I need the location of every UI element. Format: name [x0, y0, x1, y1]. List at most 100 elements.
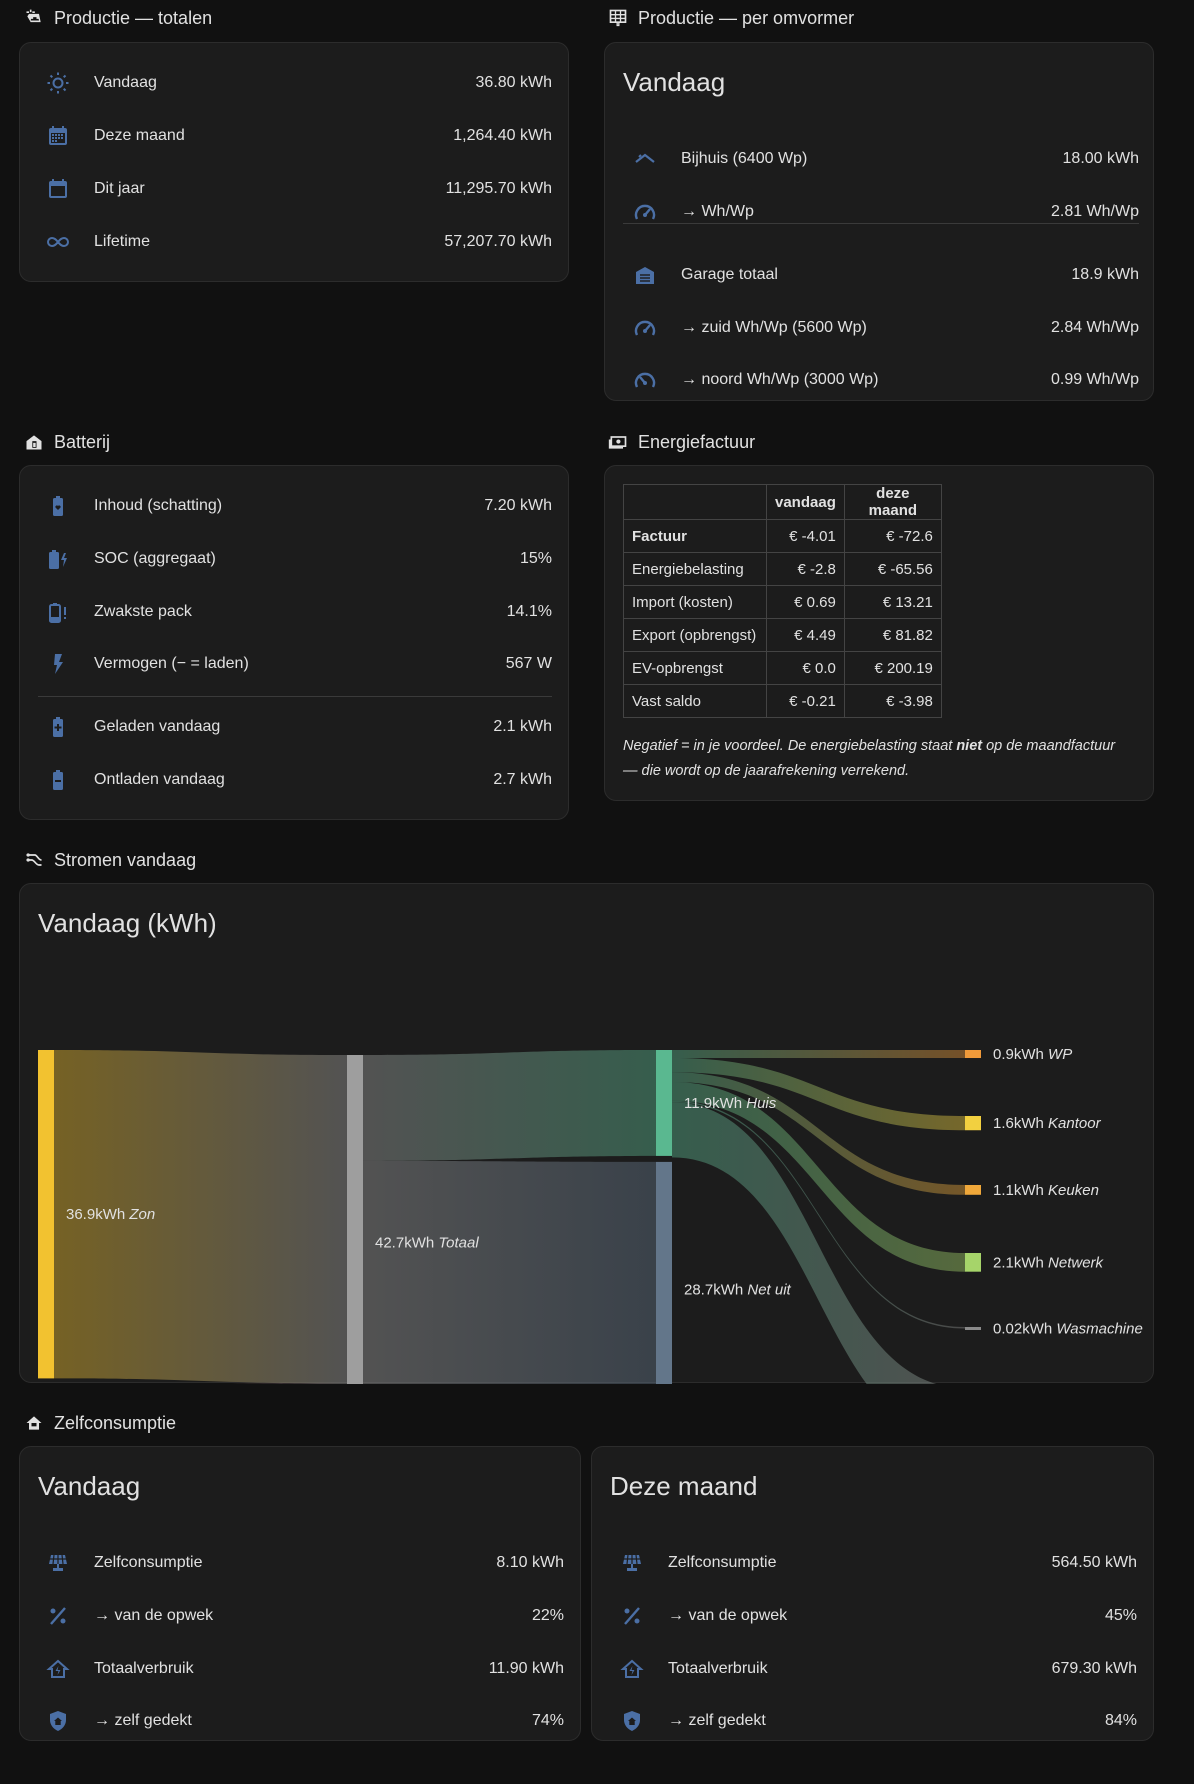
- row-vandaag[interactable]: Vandaag 36.80 kWh: [46, 63, 552, 103]
- row-dit-jaar[interactable]: Dit jaar 11,295.70 kWh: [46, 169, 552, 209]
- sankey-node-netwerk[interactable]: [965, 1253, 981, 1272]
- card-zelfconsumptie-maand: Deze maand Zelfconsumptie 564.50 kWh → v…: [591, 1446, 1154, 1741]
- sankey-node-totaal[interactable]: [347, 1055, 363, 1384]
- row-totaalverbruik[interactable]: Totaalverbruik 11.90 kWh: [46, 1649, 564, 1689]
- row-geladen-vandaag[interactable]: Geladen vandaag 2.1 kWh: [46, 707, 552, 747]
- row-label: Totaalverbruik: [668, 1660, 768, 1677]
- row-value: 36.80 kWh: [475, 74, 552, 91]
- shield-home-icon: [620, 1709, 644, 1733]
- table-cell-maand: € -72.6: [843, 519, 942, 553]
- sankey-chart: 36.9kWh Zon2.7kWh Accu uit3.1kWh Net in4…: [38, 1046, 1143, 1384]
- sankey-label-wasmachine: 0.02kWh Wasmachine: [993, 1321, 1143, 1338]
- gauge-icon: [633, 200, 657, 224]
- row-totaalverbruik[interactable]: Totaalverbruik 679.30 kWh: [620, 1649, 1137, 1689]
- table-header: [623, 484, 767, 520]
- card-energiefactuur: vandaag deze maand Factuur € -4.01 € -72…: [604, 465, 1154, 801]
- sankey-link-huis-keuken: [672, 1072, 965, 1195]
- sankey-node-keuken[interactable]: [965, 1185, 981, 1195]
- section-title-label: Productie — totalen: [54, 7, 213, 28]
- row-value: 11,295.70 kWh: [445, 180, 552, 197]
- gauge-low-icon: [633, 368, 657, 392]
- row-label: → zelf gedekt: [94, 1712, 192, 1729]
- row-value: 2.7 kWh: [493, 771, 552, 788]
- row-label: Totaalverbruik: [94, 1660, 194, 1677]
- divider: [623, 223, 1139, 224]
- card-heading: Vandaag: [623, 67, 726, 97]
- sun-icon: [46, 71, 70, 95]
- row-zuid-wh-wp[interactable]: → zuid Wh/Wp (5600 Wp) 2.84 Wh/Wp: [633, 308, 1139, 348]
- row-value: 564.50 kWh: [1051, 1554, 1137, 1571]
- flow-icon: [26, 853, 42, 866]
- solar-panel-large-icon: [46, 1551, 70, 1575]
- row-van-de-opwek[interactable]: → van de opwek 22%: [46, 1596, 564, 1636]
- row-zelf-gedekt[interactable]: → zelf gedekt 74%: [46, 1701, 564, 1741]
- row-value: 679.30 kWh: [1051, 1660, 1137, 1677]
- row-label: → van de opwek: [668, 1607, 788, 1624]
- sankey-link-huis-kantoor: [672, 1058, 965, 1131]
- sankey-link-huis-wasmachine: [672, 1100, 965, 1329]
- table-cell-maand: € 81.82: [843, 618, 942, 652]
- row-inhoud[interactable]: Inhoud (schatting) 7.20 kWh: [46, 486, 552, 526]
- sankey-label-keuken: 1.1kWh Keuken: [993, 1182, 1099, 1199]
- section-title-label: Batterij: [54, 431, 111, 452]
- sankey-node-net_uit[interactable]: [656, 1161, 672, 1384]
- row-noord-wh-wp[interactable]: → noord Wh/Wp (3000 Wp) 0.99 Wh/Wp: [633, 360, 1139, 400]
- row-garage-totaal[interactable]: Garage totaal 18.9 kWh: [633, 255, 1139, 295]
- row-label: Vandaag: [94, 74, 157, 91]
- row-ontladen-vandaag[interactable]: Ontladen vandaag 2.7 kWh: [46, 760, 552, 800]
- sankey-node-zon[interactable]: [38, 1050, 54, 1379]
- footnote-bold: niet: [956, 738, 983, 754]
- sankey-node-wp[interactable]: [965, 1050, 981, 1059]
- row-value: 84%: [1104, 1712, 1137, 1729]
- sankey-node-huis[interactable]: [656, 1050, 672, 1156]
- section-title-label: Energiefactuur: [638, 431, 756, 452]
- row-zelf-gedekt[interactable]: → zelf gedekt 84%: [620, 1701, 1137, 1741]
- table-cell-vandaag: € 4.49: [766, 618, 845, 652]
- table-header: vandaag: [766, 484, 845, 520]
- card-batterij: Inhoud (schatting) 7.20 kWh SOC (aggrega…: [19, 465, 569, 820]
- sankey-label-zon: 36.9kWh Zon: [66, 1206, 155, 1223]
- row-value: 7.20 kWh: [484, 497, 552, 514]
- row-bijhuis[interactable]: Bijhuis (6400 Wp) 18.00 kWh: [633, 139, 1139, 179]
- solar-panel-large-icon: [620, 1551, 644, 1575]
- row-label: Geladen vandaag: [94, 718, 221, 735]
- divider: [38, 696, 552, 697]
- row-label: Deze maand: [94, 127, 185, 144]
- row-soc[interactable]: SOC (aggregaat) 15%: [46, 539, 552, 579]
- table-cell-vandaag: € 0.0: [766, 651, 845, 685]
- sankey-node-kantoor[interactable]: [965, 1116, 981, 1131]
- calendar-icon: [46, 177, 70, 201]
- row-van-de-opwek[interactable]: → van de opwek 45%: [620, 1596, 1137, 1636]
- percent-icon: [620, 1604, 644, 1628]
- row-value: 15%: [519, 550, 552, 567]
- battery-charging-icon: [46, 547, 70, 571]
- section-title-label: Zelfconsumptie: [54, 1412, 177, 1433]
- calendar-month-icon: [46, 124, 70, 148]
- card-productie-omvormer: Vandaag Bijhuis (6400 Wp) 18.00 kWh → Wh…: [604, 42, 1154, 401]
- row-lifetime[interactable]: Lifetime 57,207.70 kWh: [46, 222, 552, 262]
- table-cell-label: Vast saldo: [623, 684, 767, 718]
- sankey-label-netwerk: 2.1kWh Netwerk: [993, 1254, 1105, 1271]
- row-vermogen[interactable]: Vermogen (− = laden) 567 W: [46, 644, 552, 684]
- row-zwakste-pack[interactable]: Zwakste pack 14.1%: [46, 592, 552, 632]
- sankey-link-huis-wp: [672, 1050, 965, 1059]
- sankey-label-net_uit: 28.7kWh Net uit: [684, 1282, 792, 1299]
- row-wh-wp[interactable]: → Wh/Wp 2.81 Wh/Wp: [633, 192, 1139, 232]
- table-header: deze maand: [843, 484, 942, 520]
- lightning-icon: [46, 652, 70, 676]
- row-zelfconsumptie[interactable]: Zelfconsumptie 564.50 kWh: [620, 1543, 1137, 1583]
- table-cell-vandaag: € -0.21: [766, 684, 845, 718]
- sankey-node-wasmachine[interactable]: [965, 1327, 981, 1330]
- row-label: Ontladen vandaag: [94, 771, 225, 788]
- row-label: Garage totaal: [681, 266, 778, 283]
- row-value: 2.81 Wh/Wp: [1050, 203, 1139, 220]
- row-zelfconsumptie[interactable]: Zelfconsumptie 8.10 kWh: [46, 1543, 564, 1583]
- row-label: Inhoud (schatting): [94, 497, 223, 514]
- row-label: Zelfconsumptie: [668, 1554, 777, 1571]
- sankey-label-kantoor: 1.6kWh Kantoor: [993, 1115, 1102, 1132]
- percent-icon: [46, 1604, 70, 1628]
- section-title-stromen: Stromen vandaag: [24, 848, 196, 872]
- row-deze-maand[interactable]: Deze maand 1,264.40 kWh: [46, 116, 552, 156]
- row-label: → Wh/Wp: [681, 203, 754, 220]
- battery-minus-icon: [46, 768, 70, 792]
